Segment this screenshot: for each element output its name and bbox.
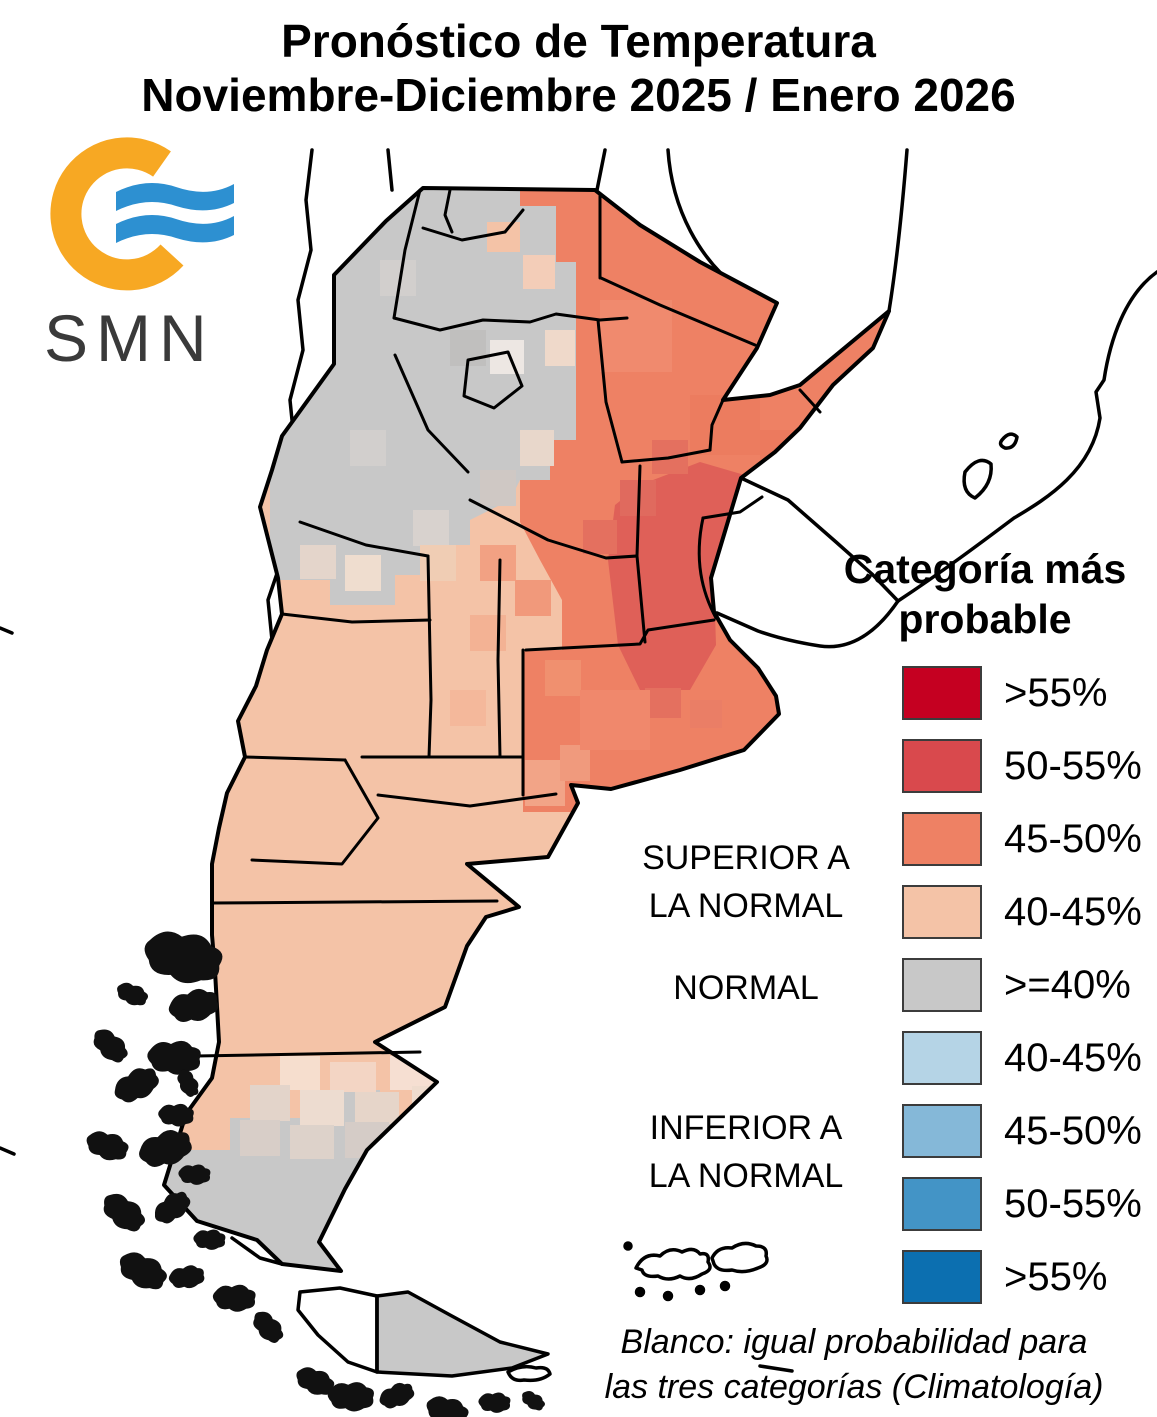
label-superior: SUPERIOR A LA NORMAL bbox=[642, 839, 850, 925]
isla-de-los-estados bbox=[506, 1364, 552, 1383]
legend-title: Categoría más probable bbox=[820, 544, 1150, 644]
logo-wave-icon bbox=[116, 183, 234, 211]
legend-label: >55% bbox=[1004, 1254, 1108, 1299]
uruguay-coastline bbox=[715, 599, 900, 649]
legend-label: 50-55% bbox=[1004, 743, 1142, 788]
legend-swatch bbox=[902, 812, 982, 866]
logo-ring-icon bbox=[50, 137, 184, 291]
legend-items: >55% 50-55% 45-50% 40-45% >=40% 40-45% 45-50% 5… bbox=[902, 666, 1142, 1304]
chile-bolivia-border bbox=[386, 148, 394, 192]
province-borders bbox=[194, 188, 822, 1058]
legend-swatch bbox=[902, 1031, 982, 1085]
tdf-argentine-part bbox=[375, 1290, 550, 1378]
argentina-outline bbox=[162, 186, 891, 1273]
smn-logo-text: SMN bbox=[44, 301, 215, 375]
tdf-chilean-part bbox=[296, 1286, 379, 1374]
lagoon-dos-patos bbox=[962, 458, 993, 500]
legend-item-3: 40-45% bbox=[902, 885, 1142, 939]
legend-swatch bbox=[902, 958, 982, 1012]
label-normal: NORMAL bbox=[673, 969, 819, 1007]
legend-label: 50-55% bbox=[1004, 1181, 1142, 1226]
logo-wave-icon bbox=[116, 215, 234, 243]
footnote: Blanco: igual probabilidad para las tres… bbox=[604, 1323, 1104, 1406]
legend-label: 40-45% bbox=[1004, 889, 1142, 934]
brazil-uruguay-border bbox=[739, 476, 900, 603]
legend-label: 40-45% bbox=[1004, 1035, 1142, 1080]
legend-swatch bbox=[902, 1104, 982, 1158]
legend-swatch bbox=[902, 885, 982, 939]
small-island-dash-1 bbox=[0, 626, 14, 635]
legend-swatch bbox=[902, 739, 982, 793]
small-island-dash-3 bbox=[758, 1364, 794, 1373]
legend-item-1: 50-55% bbox=[902, 739, 1142, 793]
legend-item-4: >=40% bbox=[902, 958, 1142, 1012]
legend-title-line1: Categoría más bbox=[843, 546, 1127, 592]
title-line1: Pronóstico de Temperatura bbox=[281, 15, 876, 67]
legend-label: >=40% bbox=[1004, 962, 1131, 1007]
page-title: Pronóstico de Temperatura Noviembre-Dici… bbox=[0, 14, 1157, 122]
smn-logo bbox=[50, 137, 234, 291]
legend-swatch bbox=[902, 1250, 982, 1304]
legend-label: >55% bbox=[1004, 670, 1108, 715]
legend-label: 45-50% bbox=[1004, 816, 1142, 861]
bolivia-paraguay-border bbox=[595, 148, 607, 192]
brazil-coastline bbox=[896, 270, 1157, 603]
legend-swatch bbox=[902, 1177, 982, 1231]
legend-label: 45-50% bbox=[1004, 1108, 1142, 1153]
legend-item-8: >55% bbox=[902, 1250, 1142, 1304]
lagoon-mirim bbox=[998, 432, 1019, 450]
legend-item-6: 45-50% bbox=[902, 1104, 1142, 1158]
legend-item-5: 40-45% bbox=[902, 1031, 1142, 1085]
legend-item-7: 50-55% bbox=[902, 1177, 1142, 1231]
legend-swatch bbox=[902, 666, 982, 720]
legend-title-line2: probable bbox=[898, 596, 1072, 642]
chile-magellan-coast bbox=[230, 1236, 284, 1266]
label-inferior: INFERIOR A LA NORMAL bbox=[648, 1109, 844, 1195]
malvinas-islands bbox=[623, 1241, 769, 1302]
parana-river-north bbox=[887, 148, 909, 313]
legend-item-2: 45-50% bbox=[902, 812, 1142, 866]
tierra-del-fuego bbox=[296, 1286, 552, 1383]
title-line2: Noviembre-Diciembre 2025 / Enero 2026 bbox=[141, 69, 1016, 121]
legend-item-0: >55% bbox=[902, 666, 1142, 720]
small-island-dash-2 bbox=[0, 1146, 16, 1156]
